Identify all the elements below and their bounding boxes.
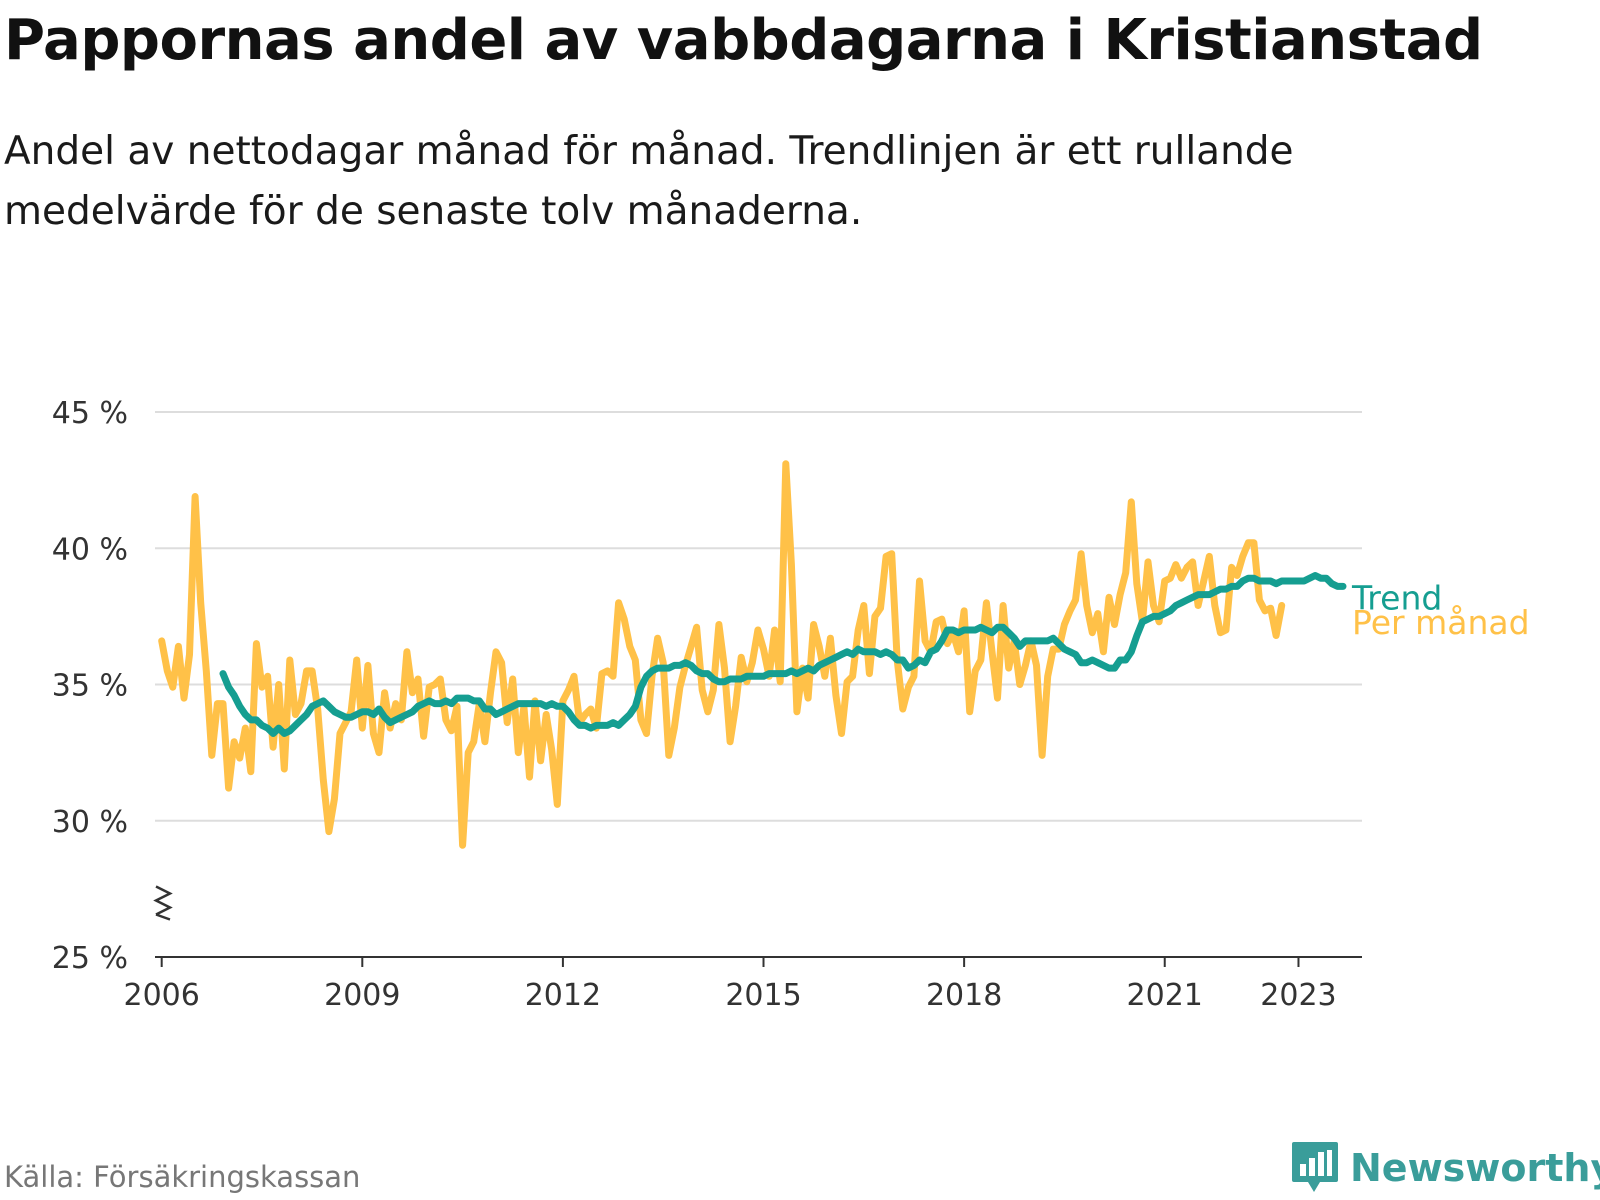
trend-line <box>219 572 1347 737</box>
y-tick-label: 35 % <box>52 669 128 704</box>
x-tick-label: 2021 <box>1127 978 1203 1013</box>
monthly-line <box>158 460 1286 849</box>
x-tick-label: 2018 <box>926 978 1002 1013</box>
x-tick-label: 2009 <box>324 978 400 1013</box>
y-tick-label: 25 % <box>52 941 128 976</box>
brand[interactable]: Newsworthy <box>1290 1140 1600 1196</box>
y-tick-label: 40 % <box>52 532 128 567</box>
axis-break-icon <box>153 885 173 921</box>
series <box>158 460 1347 849</box>
x-tick-label: 2012 <box>525 978 601 1013</box>
axes: 25 % 30 % 35 % 40 % 45 % 2006 2009 2012 2015 2018… <box>52 396 1362 1013</box>
chart-title: Pappornas andel av vabbdagarna i Kristia… <box>4 8 1483 73</box>
newsworthy-logo-icon <box>1292 1142 1338 1192</box>
line-chart: 25 % 30 % 35 % 40 % 45 % 2006 2009 2012 2015 2018… <box>52 396 1530 1013</box>
x-tick-label: 2023 <box>1260 978 1336 1013</box>
y-tick-label: 30 % <box>52 805 128 840</box>
brand-name: Newsworthy <box>1350 1146 1600 1190</box>
x-tick-label: 2015 <box>725 978 801 1013</box>
series-label-trend: Trend <box>1351 578 1442 617</box>
series-label-monthly: Per månad <box>1352 603 1530 642</box>
y-tick-label: 45 % <box>52 396 128 431</box>
chart-subtitle: Andel av nettodagar månad för månad. Tre… <box>4 129 1294 234</box>
x-tick-label: 2006 <box>124 978 200 1013</box>
source-note: Källa: Försäkringskassan <box>4 1160 361 1194</box>
